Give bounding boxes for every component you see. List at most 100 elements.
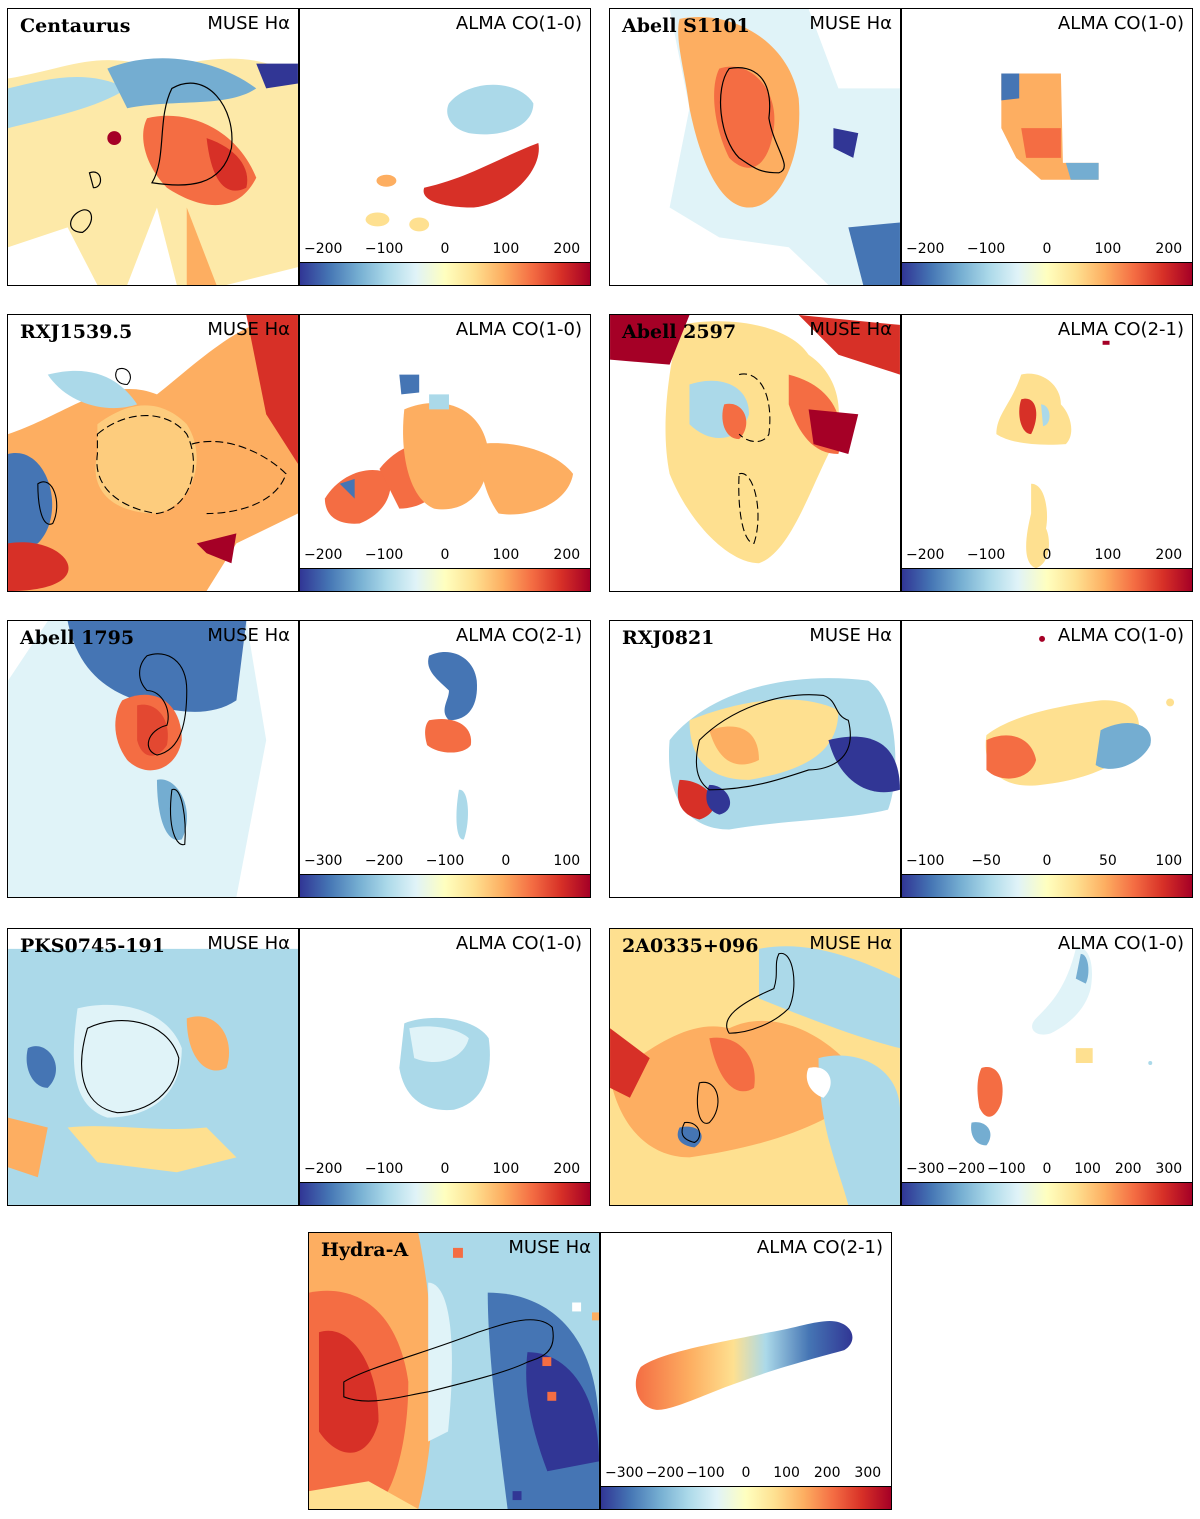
colorbar-tick-label: 100 (1155, 853, 1183, 869)
colorbar-tick-label: 100 (1094, 241, 1122, 257)
colorbar (300, 568, 590, 591)
alma-velocity-map (365, 84, 539, 232)
alma-label: ALMA CO(1-0) (455, 933, 582, 954)
colorbar-tick-label: −200 (303, 241, 343, 257)
colorbar (300, 1182, 590, 1205)
muse-panel-hydra-a: Hydra-A MUSE Hα (308, 1232, 600, 1510)
colorbar (902, 262, 1192, 285)
alma-velocity-map (1001, 73, 1099, 180)
colorbar-tick-label: 0 (501, 853, 511, 869)
alma-panel-rxj1539: ALMA CO(1-0) −200 −100 0 100 200 (299, 314, 591, 592)
colorbar-tick-label: −200 (905, 241, 945, 257)
muse-velocity-map (8, 315, 298, 591)
alma-velocity-map (996, 340, 1110, 569)
colorbar-tick-label: −200 (303, 1161, 343, 1177)
colorbar-tick-label: 200 (553, 547, 581, 563)
alma-velocity-map (635, 1320, 853, 1410)
colorbar-tick-label: 200 (1114, 1161, 1142, 1177)
colorbar-ticks: −300 −200 −100 0 100 200 300 (601, 1465, 891, 1485)
muse-velocity-map (668, 678, 900, 830)
colorbar-tick-label: −100 (364, 1161, 404, 1177)
alma-panel-abell-1795: ALMA CO(2-1) −300 −200 −100 0 100 (299, 620, 591, 898)
alma-velocity-map (971, 947, 1153, 1146)
alma-panel-abell-2597: ALMA CO(2-1) −200 −100 0 100 200 (901, 314, 1193, 592)
colorbar-tick-label: 100 (1094, 547, 1122, 563)
colorbar-tick-label: −200 (946, 1161, 986, 1177)
muse-panel-rxj1539: RXJ1539.5 MUSE Hα (7, 314, 299, 592)
colorbar-tick-label: 100 (492, 547, 520, 563)
colorbar (601, 1486, 891, 1509)
colorbar-tick-label: −100 (425, 853, 465, 869)
colorbar-tick-label: 0 (1042, 547, 1052, 563)
colorbar (300, 262, 590, 285)
colorbar-tick-label: −50 (971, 853, 1001, 869)
galaxy-name: Centaurus (20, 15, 131, 37)
alma-panel-abell-s1101: ALMA CO(1-0) −200 −100 0 100 200 (901, 8, 1193, 286)
colorbar-ticks: −200 −100 0 100 200 (300, 547, 590, 567)
muse-velocity-map (610, 929, 900, 1205)
muse-velocity-map (669, 9, 900, 285)
muse-label: MUSE Hα (207, 319, 290, 340)
muse-panel-abell-s1101: Abell S1101 MUSE Hα (609, 8, 901, 286)
colorbar-tick-label: 0 (1042, 853, 1052, 869)
colorbar-ticks: −200 −100 0 100 200 (902, 241, 1192, 261)
colorbar-tick-label: 100 (1074, 1161, 1101, 1177)
galaxy-name: PKS0745-191 (20, 935, 165, 957)
colorbar (902, 1182, 1192, 1205)
muse-velocity-map (610, 315, 900, 564)
colorbar-tick-label: −300 (905, 1161, 945, 1177)
alma-velocity-map (985, 635, 1175, 786)
alma-label: ALMA CO(1-0) (1057, 933, 1184, 954)
colorbar-ticks: −200 −100 0 100 200 (300, 1161, 590, 1181)
muse-label: MUSE Hα (207, 625, 290, 646)
muse-label: MUSE Hα (809, 625, 892, 646)
galaxy-name: RXJ1539.5 (20, 321, 133, 343)
colorbar-tick-label: 100 (492, 241, 520, 257)
alma-label: ALMA CO(1-0) (455, 319, 582, 340)
alma-label: ALMA CO(2-1) (756, 1237, 883, 1258)
galaxy-name: RXJ0821 (622, 627, 715, 649)
galaxy-name: Abell 1795 (20, 627, 135, 649)
alma-panel-hydra-a: ALMA CO(2-1) −300 −200 −100 0 100 200 300 (600, 1232, 892, 1510)
colorbar-ticks: −300 −200 −100 0 100 200 300 (902, 1161, 1192, 1181)
colorbar-tick-label: 200 (553, 1161, 581, 1177)
colorbar-tick-label: 200 (1155, 547, 1183, 563)
colorbar-ticks: −300 −200 −100 0 100 (300, 853, 590, 873)
colorbar-tick-label: 100 (553, 853, 581, 869)
colorbar-tick-label: 0 (1042, 1161, 1052, 1177)
colorbar-tick-label: 100 (492, 1161, 520, 1177)
muse-panel-centaurus: Centaurus MUSE Hα (7, 8, 299, 286)
colorbar-tick-label: −100 (686, 1465, 725, 1481)
colorbar (902, 874, 1192, 897)
colorbar-tick-label: −100 (364, 241, 404, 257)
muse-velocity-map (8, 948, 298, 1205)
colorbar-tick-label: −200 (303, 547, 343, 563)
colorbar-ticks: −200 −100 0 100 200 (300, 241, 590, 261)
colorbar-tick-label: −100 (364, 547, 404, 563)
colorbar-tick-label: −100 (905, 853, 945, 869)
colorbar-tick-label: 0 (440, 547, 450, 563)
alma-label: ALMA CO(1-0) (1057, 13, 1184, 34)
alma-label: ALMA CO(1-0) (455, 13, 582, 34)
galaxy-name: Abell 2597 (622, 321, 737, 343)
muse-panel-rxj0821: RXJ0821 MUSE Hα (609, 620, 901, 898)
colorbar-tick-label: 300 (1155, 1161, 1183, 1177)
colorbar-tick-label: −100 (966, 547, 1006, 563)
muse-panel-pks0745: PKS0745-191 MUSE Hα (7, 928, 299, 1206)
colorbar-tick-label: 0 (440, 241, 450, 257)
colorbar-tick-label: −100 (987, 1161, 1026, 1177)
galaxy-name: Abell S1101 (622, 15, 750, 37)
colorbar-tick-label: 0 (1042, 241, 1052, 257)
muse-label: MUSE Hα (809, 319, 892, 340)
alma-velocity-map (399, 1017, 490, 1111)
alma-velocity-map (324, 374, 574, 524)
colorbar-tick-label: −300 (303, 853, 343, 869)
colorbar-tick-label: 200 (1155, 241, 1183, 257)
alma-panel-rxj0821: ALMA CO(1-0) −100 −50 0 50 100 (901, 620, 1193, 898)
colorbar-tick-label: 300 (854, 1465, 882, 1481)
muse-label: MUSE Hα (809, 13, 892, 34)
colorbar (300, 874, 590, 897)
colorbar-tick-label: −200 (645, 1465, 685, 1481)
muse-velocity-map (309, 1233, 599, 1509)
